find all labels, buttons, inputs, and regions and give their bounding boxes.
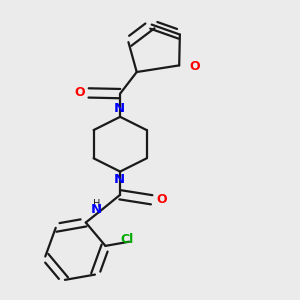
Text: Cl: Cl [121,233,134,246]
Text: N: N [114,102,125,116]
Text: O: O [74,86,85,99]
Text: H: H [93,200,100,209]
Text: O: O [190,60,200,73]
Text: O: O [156,193,167,206]
Text: N: N [91,203,102,216]
Text: N: N [114,173,125,186]
